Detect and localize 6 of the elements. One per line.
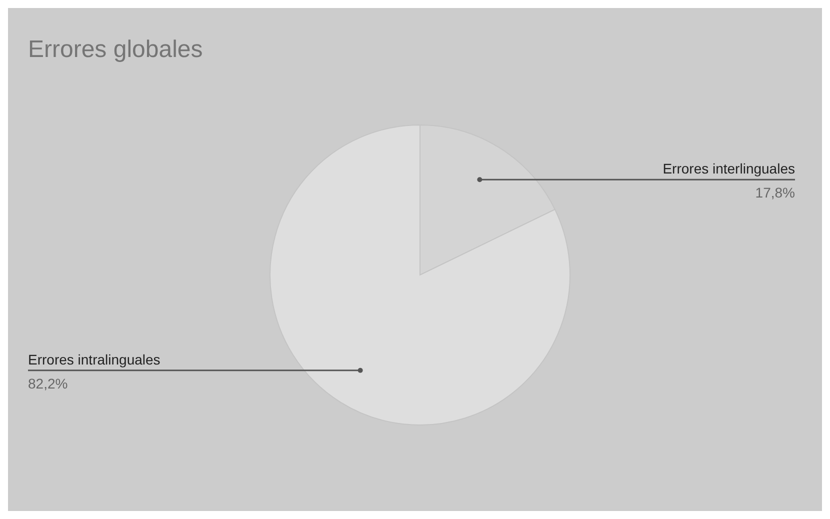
pie-slice [270, 124, 570, 426]
data-label: 82,2% [28, 375, 68, 392]
slice-label: Errores intralinguales [28, 351, 160, 368]
chart-title: Errores globales [28, 36, 203, 64]
data-label: 17,8% [755, 184, 795, 201]
slice-label: Errores interlinguales [662, 160, 795, 177]
